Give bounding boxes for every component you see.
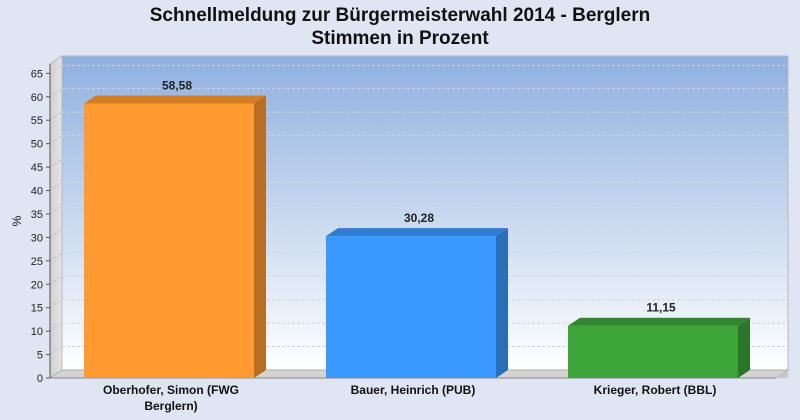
bar-value-label: 58,58 (162, 78, 192, 92)
gridline-wall (49, 346, 63, 355)
y-tick-label: 65 (31, 68, 43, 80)
gridline-wall (49, 322, 63, 332)
bar-value-label: 30,28 (404, 211, 434, 225)
y-tick-label: 10 (31, 326, 43, 338)
gridline-wall (49, 182, 63, 191)
y-tick-label: 55 (31, 115, 43, 127)
y-tick-label: 15 (31, 303, 43, 315)
gridline-wall (49, 88, 63, 98)
y-tick-label: 40 (31, 186, 43, 198)
chart-title: Schnellmeldung zur Bürgermeisterwahl 201… (149, 5, 651, 26)
y-tick-label: 35 (31, 209, 43, 221)
bar-value-label: 11,15 (646, 301, 676, 315)
x-category-label: Oberhofer, Simon (FWG (103, 383, 239, 397)
bar-top (84, 95, 266, 104)
y-tick-label: 20 (31, 279, 43, 291)
gridline-wall (49, 135, 63, 145)
gridline-wall (49, 252, 63, 262)
gridline-wall (49, 158, 63, 168)
x-category-label: Berglern) (144, 399, 197, 413)
y-tick-label: 50 (31, 139, 43, 151)
gridline-wall (49, 228, 63, 238)
x-category-label: Bauer, Heinrich (PUB) (351, 383, 476, 397)
chart-title-block: Schnellmeldung zur Bürgermeisterwahl 201… (0, 4, 800, 50)
y-tick-label: 0 (37, 373, 43, 385)
bar-top (568, 317, 750, 326)
chart-subtitle: Stimmen in Prozent (311, 28, 489, 49)
y-axis-label: % (10, 215, 24, 226)
bar-side (254, 95, 266, 378)
bar-side (496, 228, 508, 378)
gridline-wall (49, 299, 63, 309)
y-tick-label: 60 (31, 92, 43, 104)
bar (326, 236, 496, 378)
x-category-label: Krieger, Robert (BBL) (594, 383, 717, 397)
y-tick-label: 30 (31, 232, 43, 244)
plot-floor-edge (776, 370, 788, 378)
bar-side (738, 317, 750, 378)
y-tick-label: 5 (37, 350, 43, 362)
bar-top (326, 228, 508, 237)
y-tick-label: 45 (31, 162, 43, 174)
bar (568, 325, 738, 378)
gridline-wall (49, 275, 63, 285)
bar (84, 103, 254, 379)
gridline-wall (49, 205, 63, 215)
gridline-wall (49, 64, 63, 74)
y-tick-label: 25 (31, 256, 43, 268)
gridline-wall (49, 111, 63, 121)
